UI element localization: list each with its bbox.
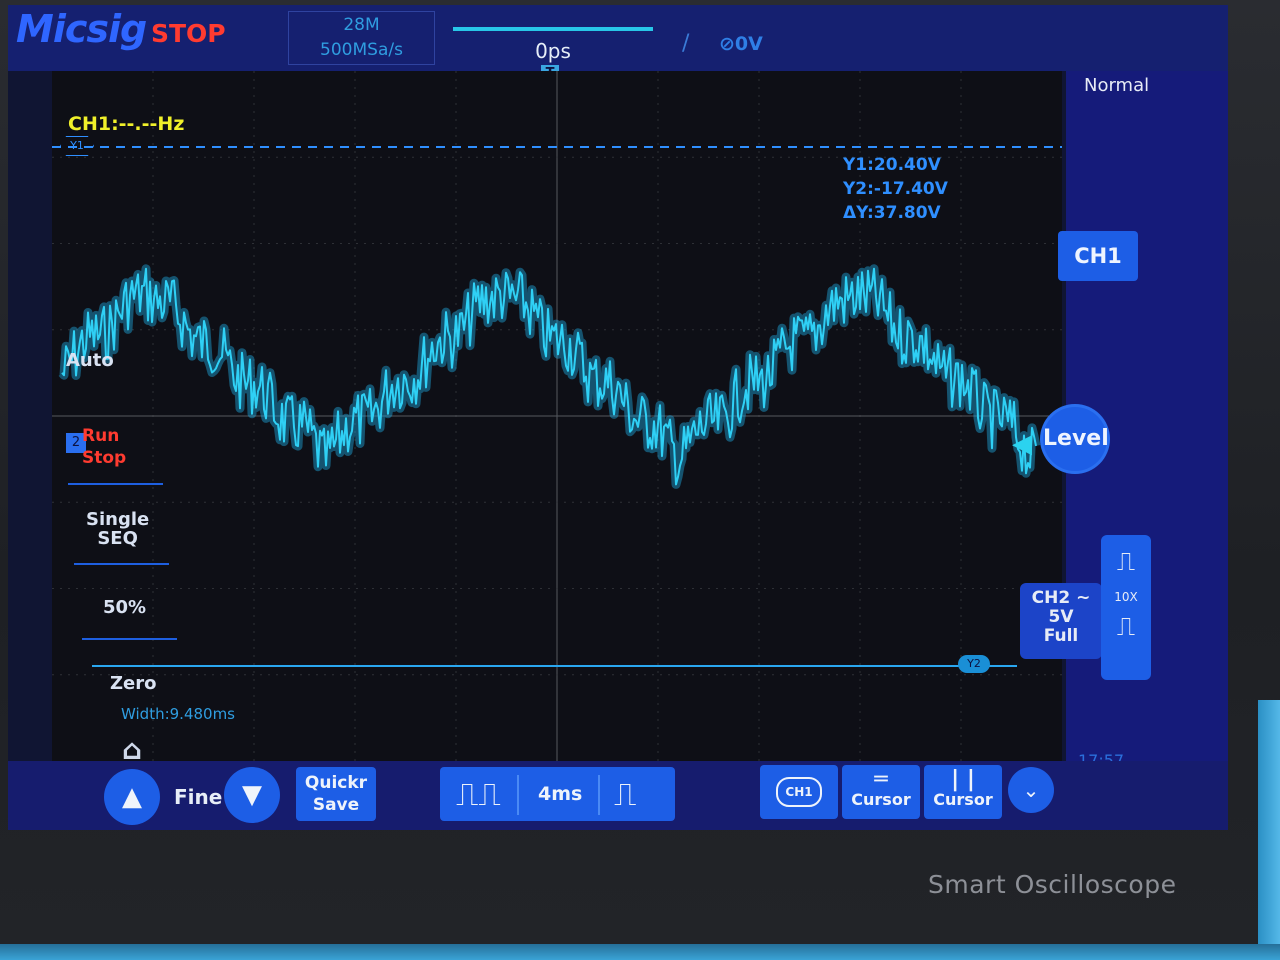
timebase-decrease-icon[interactable]: ⎍⎍: [456, 775, 501, 813]
single-seq-button[interactable]: Single SEQ: [86, 510, 149, 548]
vertical-cursor-button[interactable]: | | Cursor: [924, 765, 1002, 819]
timebase-group: [440, 767, 675, 821]
timebase-divider: [598, 775, 600, 815]
home-icon[interactable]: ⌂: [122, 733, 143, 766]
pulse-down-icon[interactable]: ⎍: [1116, 612, 1136, 642]
timeline-bar[interactable]: [453, 27, 653, 31]
zero-button[interactable]: Zero: [110, 673, 157, 694]
channel2-settings[interactable]: CH2 ~ 5V Full: [1020, 583, 1102, 659]
seq-label: SEQ: [97, 528, 138, 549]
trigger-level-readout[interactable]: ⊘0V: [719, 33, 763, 55]
scale-down-arrow-icon[interactable]: ▼: [224, 767, 280, 823]
horizontal-cursor-icon: ═: [874, 767, 888, 792]
auto-button[interactable]: Auto: [66, 350, 114, 371]
cursor-y1-value: Y1:20.40V: [843, 155, 941, 175]
trigger-edge-icon[interactable]: /: [682, 31, 690, 56]
cursor-h-label: Cursor: [851, 790, 911, 809]
pulse-width-readout: Width:9.480ms: [121, 705, 236, 723]
probe-ratio: 10X: [1114, 590, 1138, 604]
time-offset[interactable]: 0ps: [535, 39, 571, 63]
run-status-indicator[interactable]: STOP: [151, 19, 226, 48]
ch1-badge: CH1: [776, 777, 822, 807]
cursor-measurements: Y1:20.40V Y2:-17.40V ΔY:37.80V: [843, 153, 948, 225]
brand-label: Smart Oscilloscope: [928, 870, 1177, 899]
cursor-delta-value: ΔY:37.80V: [843, 203, 941, 223]
run-stop-button[interactable]: Run Stop: [82, 425, 126, 469]
quick-save-line2: Save: [312, 795, 360, 815]
trigger-mode[interactable]: Normal: [1084, 75, 1150, 96]
ch2-scale: 5V: [1048, 607, 1074, 627]
timebase-divider: [517, 775, 519, 815]
fifty-percent-button[interactable]: 50%: [103, 597, 147, 618]
brand-logo: Micsig: [16, 7, 147, 51]
channel1-select-button[interactable]: CH1: [1058, 231, 1138, 281]
run-label: Run: [82, 426, 120, 446]
trigger-level-value: 0V: [734, 33, 763, 55]
level-knob[interactable]: Level: [1043, 407, 1109, 471]
channel-badge-button[interactable]: CH1: [760, 765, 838, 819]
memory-depth: 28M: [343, 15, 380, 35]
channel-marker[interactable]: 2: [66, 433, 86, 453]
quick-save-button[interactable]: Quickr Save: [296, 767, 376, 821]
channel1-trace: [61, 267, 1037, 486]
vertical-cursor-icon: | |: [951, 767, 975, 792]
ch2-bandwidth: Full: [1043, 626, 1079, 646]
left-separator: [82, 638, 177, 640]
horizontal-cursor-button[interactable]: ═ Cursor: [842, 765, 920, 819]
acquisition-settings[interactable]: 28M 500MSa/s: [288, 11, 435, 65]
more-chevron-down-icon[interactable]: ⌄: [1008, 767, 1054, 813]
timebase-increase-icon[interactable]: ⎍: [614, 775, 637, 813]
oscilloscope-screen: Micsig STOP 28M 500MSa/s 0ps T / ⊘0V CH1…: [8, 5, 1228, 830]
single-label: Single: [86, 509, 150, 530]
sample-rate: 500MSa/s: [320, 40, 403, 60]
frequency-readout: CH1:--.--Hz: [68, 113, 185, 135]
trigger-level-arrow-icon[interactable]: ◀: [1012, 429, 1032, 459]
left-separator: [68, 483, 163, 485]
cursor-y1-tag[interactable]: Y1: [60, 136, 94, 156]
trigger-source-icon: ⊘: [719, 33, 735, 55]
cursor-y2-tag[interactable]: Y2: [958, 655, 990, 673]
cursor-y2-value: Y2:-17.40V: [843, 179, 948, 199]
device-edge: [1258, 700, 1280, 960]
ch2-name: CH2 ~: [1031, 588, 1091, 608]
stop-label: Stop: [82, 448, 127, 468]
timebase-value[interactable]: 4ms: [538, 783, 583, 805]
device-bottom-edge: [0, 944, 1280, 960]
quick-save-line1: Quickr: [304, 773, 368, 793]
waveform-plot[interactable]: [52, 71, 1062, 761]
pulse-up-icon[interactable]: ⎍: [1116, 547, 1136, 577]
left-separator: [74, 563, 169, 565]
top-bar: [8, 5, 1228, 71]
probe-panel[interactable]: ⎍ 10X ⎍: [1101, 535, 1151, 680]
cursor-v-label: Cursor: [933, 790, 993, 809]
scale-up-arrow-icon[interactable]: ▲: [104, 769, 160, 825]
fine-toggle[interactable]: Fine: [174, 785, 223, 809]
